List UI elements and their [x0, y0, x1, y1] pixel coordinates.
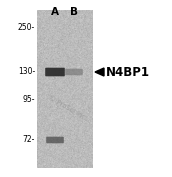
Text: A: A [51, 7, 59, 17]
Text: 130-: 130- [18, 67, 35, 76]
Polygon shape [95, 68, 104, 76]
FancyBboxPatch shape [65, 69, 83, 75]
Text: N4BP1: N4BP1 [106, 65, 150, 79]
Text: B: B [70, 7, 78, 17]
Text: 250-: 250- [18, 24, 35, 33]
Text: 72-: 72- [23, 136, 35, 144]
FancyBboxPatch shape [45, 68, 65, 76]
Text: © ProSci Inc.: © ProSci Inc. [48, 95, 88, 121]
FancyBboxPatch shape [46, 137, 64, 143]
Text: 95-: 95- [23, 96, 35, 104]
